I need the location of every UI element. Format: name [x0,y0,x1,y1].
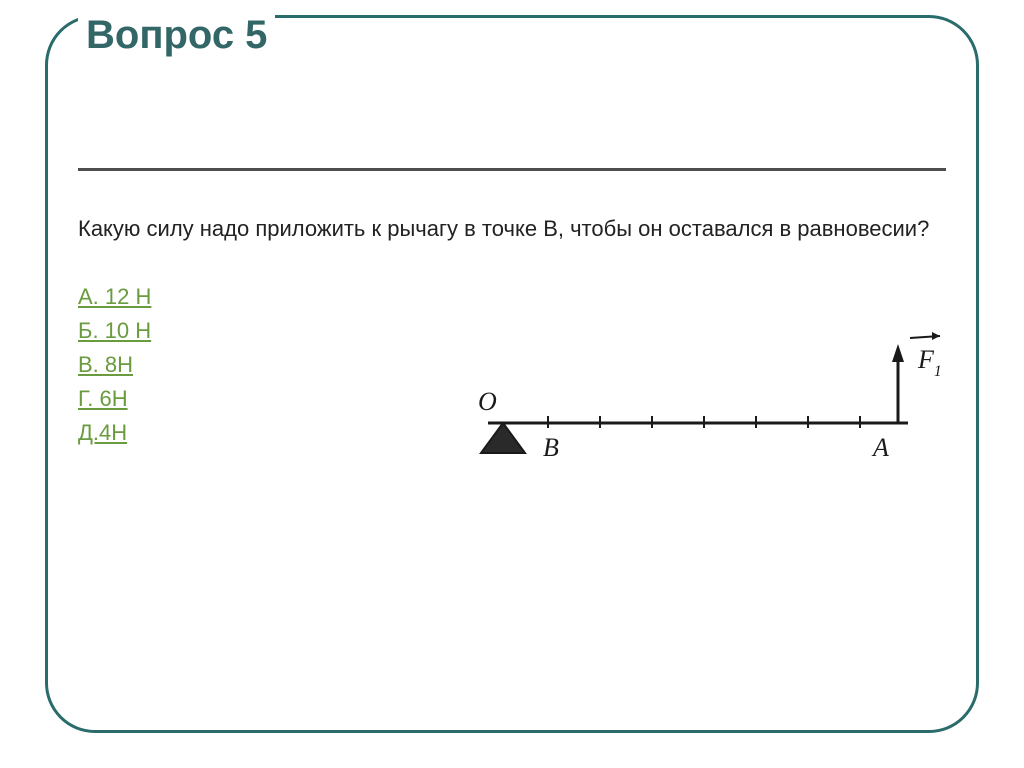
answer-b[interactable]: Б. 10 Н [78,314,151,348]
lever-svg: O B A F1 [428,328,948,498]
lever-diagram: O B A F1 [428,328,948,498]
svg-text:F1: F1 [917,345,942,380]
svg-text:A: A [871,433,889,462]
svg-text:O: O [478,387,497,416]
answer-list: А. 12 Н Б. 10 Н В. 8Н Г. 6Н Д.4Н [78,280,151,450]
question-text: Какую силу надо приложить к рычагу в точ… [78,213,946,245]
title-divider [78,168,946,171]
slide-frame: Вопрос 5 Какую силу надо приложить к рыч… [45,15,979,733]
answer-a[interactable]: А. 12 Н [78,280,151,314]
answer-e[interactable]: Д.4Н [78,416,151,450]
svg-text:B: B [543,433,559,462]
slide-title: Вопрос 5 [78,13,275,58]
answer-d[interactable]: Г. 6Н [78,382,151,416]
answer-c[interactable]: В. 8Н [78,348,151,382]
